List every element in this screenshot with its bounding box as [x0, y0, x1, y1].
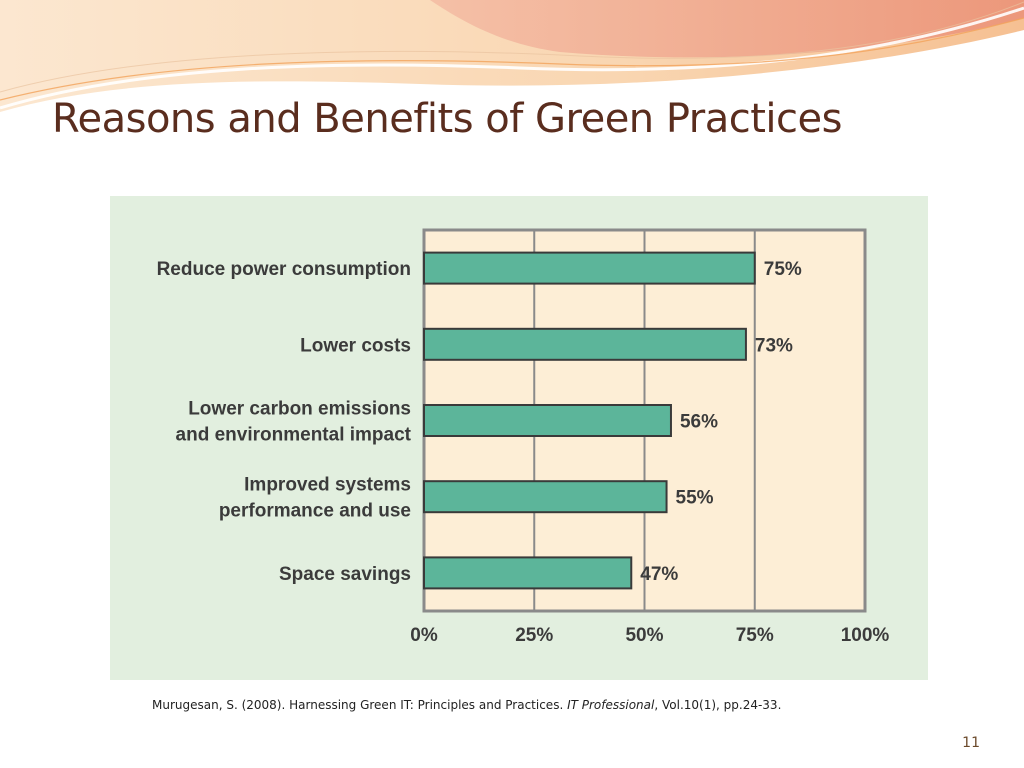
bar	[423, 556, 633, 590]
category-label: performance and use	[219, 501, 411, 522]
tick-label: 0%	[410, 625, 438, 646]
bar	[423, 404, 672, 437]
bar	[423, 251, 756, 285]
category-label: Lower carbon emissions	[188, 399, 411, 420]
value-label: 73%	[755, 335, 793, 356]
tick-label: 100%	[841, 625, 890, 646]
category-label: Reduce power consumption	[157, 259, 411, 280]
bar-chart: 75% Reduce power consumption 73% Lower cost…	[110, 196, 928, 680]
value-label: 56%	[680, 412, 718, 433]
bar	[423, 327, 747, 361]
category-label: and environmental impact	[176, 425, 412, 446]
category-label: Lower costs	[300, 335, 411, 356]
tick-label: 75%	[736, 625, 774, 646]
citation-journal: IT Professional	[567, 698, 655, 712]
category-label: Space savings	[279, 564, 411, 585]
decorative-wave-banner	[0, 0, 1024, 112]
page-number: 11	[962, 735, 980, 751]
slide-title: Reasons and Benefits of Green Practices	[52, 96, 842, 142]
value-label: 75%	[764, 259, 802, 280]
value-label: 55%	[676, 488, 714, 509]
citation-authors: Murugesan, S. (2008). Harnessing Green I…	[152, 698, 568, 712]
bar	[423, 480, 668, 514]
category-label: Improved systems	[244, 475, 411, 496]
citation-details: , Vol.10(1), pp.24-33.	[654, 698, 782, 712]
chart-frame: 75% Reduce power consumption 73% Lower cost…	[88, 170, 948, 692]
tick-label: 25%	[515, 625, 553, 646]
value-label: 47%	[640, 564, 678, 585]
tick-label: 50%	[625, 625, 663, 646]
citation: Murugesan, S. (2008). Harnessing Green I…	[152, 698, 781, 712]
